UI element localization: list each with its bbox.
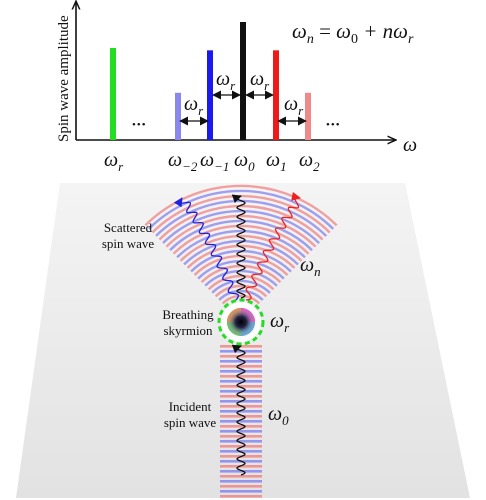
incident-stripe	[220, 485, 262, 488]
gap-label-3: ωr	[250, 68, 270, 93]
scatter-arc	[186, 244, 296, 269]
x-axis-symbol: ω	[403, 134, 417, 156]
scatter-arc	[214, 284, 268, 298]
scattered-wave-arcs	[144, 184, 338, 305]
scatter-arc	[183, 239, 299, 266]
scatter-arc	[204, 269, 278, 287]
omega-0-label: ω0	[268, 403, 289, 428]
gap-label-4: ωr	[284, 93, 304, 118]
scatter-arc	[158, 204, 324, 241]
omega-r-label: ωr	[270, 310, 290, 335]
incident-label-line1: Incident	[169, 399, 212, 414]
incident-stripe	[220, 425, 262, 428]
ellipsis-right: •••	[326, 119, 341, 131]
incident-stripe	[220, 370, 262, 373]
tick-label-omega-minus1: ω−1	[200, 149, 229, 174]
ellipsis-left: •••	[132, 119, 147, 131]
skyrmion-label-line2: skyrmion	[163, 323, 213, 338]
scatter-arc	[207, 274, 275, 291]
scattered-center-ray	[231, 194, 246, 299]
scatter-arc	[218, 289, 264, 301]
bar-omega-minus2	[175, 92, 181, 140]
scatter-arc	[148, 189, 335, 230]
tick-label-omega-r: ωr	[104, 149, 124, 174]
scatter-arc	[176, 229, 306, 259]
scattered-red-ray	[245, 191, 301, 301]
frequency-formula: ωn = ω0 + nωr	[292, 19, 414, 47]
incident-stripe	[220, 490, 262, 493]
incident-stripe	[220, 420, 262, 423]
incident-stripe	[220, 470, 262, 473]
incident-stripe	[220, 375, 262, 378]
bar-omega-2	[305, 92, 311, 140]
skyrmion-label-line1: Breathing	[162, 307, 214, 322]
incident-stripe	[220, 495, 262, 498]
scatter-arc	[144, 184, 338, 227]
spin-wave-spectrum: Spin wave amplitude ω ••• ••• ωr ωr ωr ω…	[56, 2, 417, 174]
gap-label-1: ωr	[184, 93, 204, 118]
incident-stripe	[220, 415, 262, 418]
tick-label-omega-2: ω2	[299, 149, 320, 174]
breathing-skyrmion	[217, 298, 265, 346]
scattered-label-line1: Scattered	[104, 220, 153, 235]
tick-label-omega-minus2: ω−2	[168, 149, 198, 174]
incident-stripe	[220, 385, 262, 388]
bar-omega-r	[110, 47, 116, 140]
y-axis-label: Spin wave amplitude	[56, 15, 72, 142]
incident-stripe	[220, 445, 262, 448]
incident-stripe	[220, 410, 262, 413]
scattering-scene: Scattered spin wave Breathing skyrmion I…	[16, 183, 470, 498]
incident-stripe	[220, 390, 262, 393]
omega-n-label: ωn	[300, 254, 321, 279]
spectrum-bars	[110, 22, 311, 140]
scattered-blue-ray	[173, 197, 240, 301]
scatter-arc	[211, 279, 271, 294]
bar-omega-1	[273, 50, 279, 140]
incident-stripe	[220, 475, 262, 478]
incident-stripe	[220, 440, 262, 443]
tick-label-omega-1: ω1	[266, 149, 287, 174]
bar-omega-minus1	[207, 50, 213, 140]
skyrmion-dashed-ring	[217, 298, 265, 346]
scatter-arc	[165, 214, 317, 248]
scatter-arc	[162, 209, 320, 245]
incident-stripe	[220, 360, 262, 363]
incident-label-line2: spin wave	[164, 415, 217, 430]
gap-label-2: ωr	[216, 68, 236, 93]
incident-wave-ray	[231, 344, 246, 476]
incident-stripe	[220, 430, 262, 433]
incident-stripe	[220, 380, 262, 383]
incident-stripe	[220, 355, 262, 358]
incident-stripe	[220, 480, 262, 483]
skyrmion-core	[225, 306, 257, 338]
scatter-arc	[179, 234, 303, 262]
scatter-arc	[172, 224, 310, 255]
spacing-arrows	[179, 90, 307, 126]
scatter-arc	[221, 294, 261, 305]
scatter-arc	[169, 219, 313, 252]
bar-omega-0	[240, 22, 246, 140]
tick-label-omega-0: ω0	[234, 149, 255, 174]
scattered-label-line2: spin wave	[102, 236, 155, 251]
incident-stripe	[220, 435, 262, 438]
incident-stripe	[220, 365, 262, 368]
